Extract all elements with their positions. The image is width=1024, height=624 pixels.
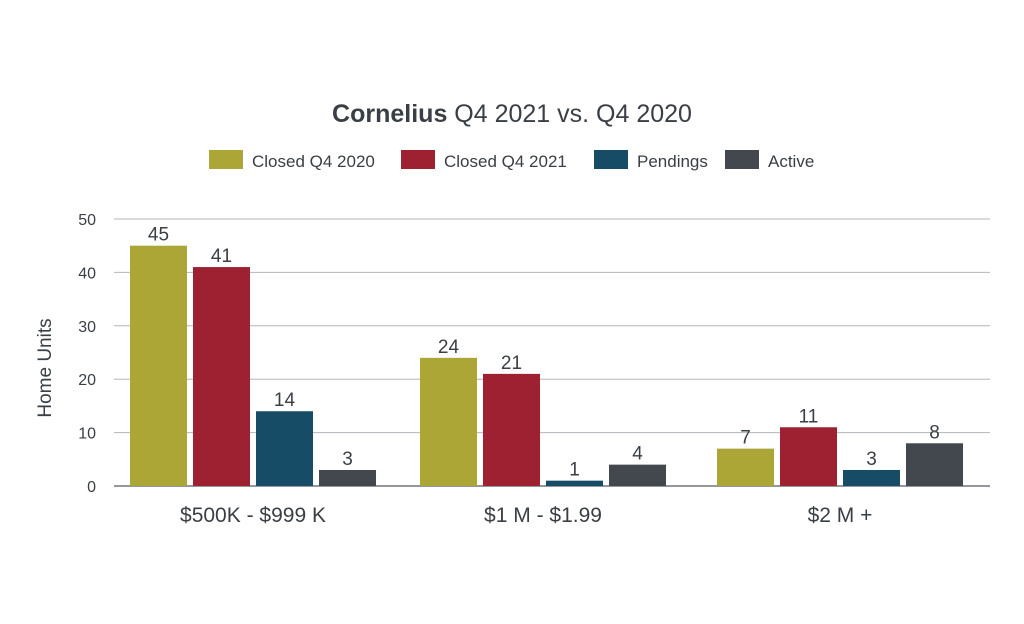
bars (130, 245, 963, 486)
bar (717, 448, 774, 486)
legend-label: Closed Q4 2020 (252, 152, 375, 171)
bar (906, 443, 963, 486)
data-label: 11 (799, 406, 819, 427)
legend-label: Closed Q4 2021 (444, 152, 567, 171)
data-label: 14 (274, 390, 296, 411)
bar (546, 480, 603, 486)
y-tick-labels: 0 10 20 30 40 50 (78, 212, 96, 496)
legend-swatch (401, 150, 435, 169)
bar (193, 267, 250, 486)
y-tick-label: 40 (78, 265, 96, 282)
x-tick-label: $2 M + (808, 504, 873, 527)
bar (130, 245, 187, 486)
bar (780, 427, 837, 486)
data-label: 45 (148, 225, 169, 246)
legend-label: Active (768, 152, 814, 171)
chart-title: Cornelius Q4 2021 vs. Q4 2020 (332, 100, 692, 128)
chart-title-rest: Q4 2021 vs. Q4 2020 (447, 100, 692, 128)
data-label: 21 (501, 353, 522, 374)
data-label: 3 (866, 449, 877, 470)
bar (609, 464, 666, 486)
y-tick-label: 10 (78, 426, 96, 443)
chart-title-bold: Cornelius (332, 100, 447, 128)
data-label: 1 (569, 460, 580, 481)
data-label: 7 (740, 428, 751, 449)
legend-label: Pendings (637, 152, 708, 171)
x-tick-label: $1 M - $1.99 (484, 504, 602, 527)
y-axis-label: Home Units (35, 318, 56, 417)
bar (420, 357, 477, 486)
bar (483, 373, 540, 486)
x-tick-label: $500K - $999 K (180, 504, 326, 527)
y-tick-label: 30 (78, 319, 96, 336)
bar (843, 469, 900, 486)
legend-swatch (209, 150, 243, 169)
data-label: 8 (929, 422, 940, 443)
legend: Closed Q4 2020 Closed Q4 2021 Pendings Acti… (209, 150, 814, 171)
x-tick-labels: $500K - $999 K $1 M - $1.99 $2 M + (180, 504, 872, 527)
data-label: 41 (211, 246, 232, 267)
bar (256, 411, 313, 486)
legend-swatch (725, 150, 759, 169)
data-label: 24 (438, 337, 460, 358)
y-tick-label: 50 (78, 212, 96, 229)
y-tick-label: 0 (87, 479, 96, 496)
data-label: 3 (342, 449, 353, 470)
bar (319, 469, 376, 486)
y-tick-label: 20 (78, 372, 96, 389)
legend-swatch (594, 150, 628, 169)
data-label: 4 (632, 444, 643, 465)
